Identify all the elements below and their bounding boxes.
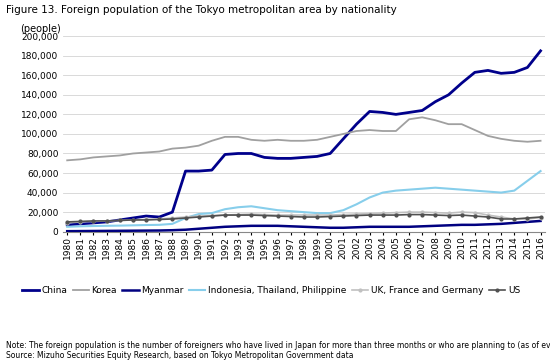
- Text: Figure 13. Foreign population of the Tokyo metropolitan area by nationality: Figure 13. Foreign population of the Tok…: [6, 5, 396, 16]
- Text: Note: The foreign population is the number of foreigners who have lived in Japan: Note: The foreign population is the numb…: [6, 341, 550, 360]
- Text: (people): (people): [20, 24, 60, 34]
- Legend: China, Korea, Myanmar, Indonesia, Thailand, Philippine, UK, France and Germany, : China, Korea, Myanmar, Indonesia, Thaila…: [23, 286, 520, 295]
